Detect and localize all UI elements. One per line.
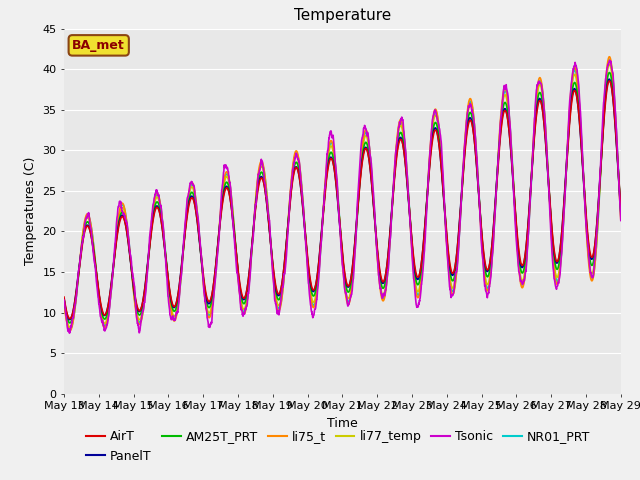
li77_temp <box>542 130 550 136</box>
Line: NR01_PRT: NR01_PRT <box>64 60 621 329</box>
Tsonic <box>617 217 625 223</box>
li75_t <box>376 285 384 290</box>
NR01_PRT <box>116 208 124 214</box>
li75_t <box>542 127 550 132</box>
li77_temp <box>116 210 124 216</box>
PanelT <box>617 209 625 215</box>
Tsonic <box>606 58 614 63</box>
Tsonic <box>510 202 518 207</box>
li77_temp <box>605 61 613 67</box>
Tsonic <box>542 128 550 134</box>
AirT <box>605 78 613 84</box>
PanelT <box>66 317 74 323</box>
NR01_PRT <box>66 326 74 332</box>
Line: Tsonic: Tsonic <box>64 60 621 333</box>
li75_t <box>605 54 613 60</box>
PanelT <box>376 271 384 277</box>
Title: Temperature: Temperature <box>294 9 391 24</box>
li75_t <box>66 328 74 334</box>
NR01_PRT <box>542 125 550 131</box>
AM25T_PRT <box>60 296 68 302</box>
NR01_PRT <box>376 281 384 287</box>
Line: li75_t: li75_t <box>64 57 621 331</box>
li75_t <box>617 217 625 223</box>
AirT <box>609 98 617 104</box>
AM25T_PRT <box>605 70 613 75</box>
li77_temp <box>236 290 244 296</box>
PanelT <box>236 284 244 290</box>
AirT <box>60 294 68 300</box>
Text: BA_met: BA_met <box>72 39 125 52</box>
Tsonic <box>66 330 74 336</box>
Line: li77_temp: li77_temp <box>64 64 621 327</box>
NR01_PRT <box>236 291 244 297</box>
li75_t <box>116 206 124 212</box>
Tsonic <box>609 76 617 82</box>
Tsonic <box>376 285 384 290</box>
PanelT <box>609 99 617 105</box>
AirT <box>66 316 74 322</box>
Legend: AirT, PanelT, AM25T_PRT, li75_t, li77_temp, Tsonic, NR01_PRT: AirT, PanelT, AM25T_PRT, li75_t, li77_te… <box>81 425 595 468</box>
AirT <box>116 218 124 224</box>
li77_temp <box>510 193 518 199</box>
AirT <box>510 192 518 198</box>
AM25T_PRT <box>510 193 518 199</box>
AM25T_PRT <box>116 214 124 220</box>
AM25T_PRT <box>236 286 244 292</box>
NR01_PRT <box>617 213 625 218</box>
li77_temp <box>376 280 384 286</box>
AM25T_PRT <box>376 274 384 280</box>
PanelT <box>605 76 613 82</box>
AM25T_PRT <box>617 209 625 215</box>
NR01_PRT <box>60 298 68 303</box>
li77_temp <box>60 298 68 304</box>
PanelT <box>542 139 550 145</box>
li77_temp <box>609 86 617 92</box>
AirT <box>376 269 384 275</box>
AM25T_PRT <box>609 92 617 98</box>
li75_t <box>60 300 68 306</box>
NR01_PRT <box>510 191 518 197</box>
PanelT <box>510 195 518 201</box>
li75_t <box>510 194 518 200</box>
AirT <box>236 282 244 288</box>
Tsonic <box>236 297 244 302</box>
PanelT <box>116 216 124 222</box>
Line: AirT: AirT <box>64 81 621 319</box>
Y-axis label: Temperatures (C): Temperatures (C) <box>24 157 36 265</box>
X-axis label: Time: Time <box>327 417 358 430</box>
NR01_PRT <box>605 57 613 63</box>
li75_t <box>236 294 244 300</box>
Line: PanelT: PanelT <box>64 79 621 320</box>
li75_t <box>609 81 617 86</box>
Line: AM25T_PRT: AM25T_PRT <box>64 72 621 323</box>
AM25T_PRT <box>542 134 550 140</box>
PanelT <box>60 296 68 301</box>
li77_temp <box>66 324 74 330</box>
AirT <box>617 205 625 211</box>
AirT <box>542 138 550 144</box>
AM25T_PRT <box>66 320 74 326</box>
Tsonic <box>60 297 68 303</box>
Tsonic <box>116 200 124 206</box>
li77_temp <box>617 214 625 219</box>
NR01_PRT <box>609 81 617 86</box>
